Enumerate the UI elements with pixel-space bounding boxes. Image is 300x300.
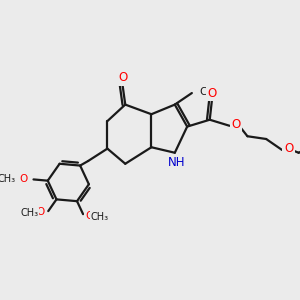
Text: CH₃: CH₃: [0, 174, 16, 184]
Text: O: O: [85, 211, 94, 220]
Text: CH₃: CH₃: [91, 212, 109, 222]
Text: O: O: [284, 142, 293, 155]
Text: O: O: [207, 86, 217, 100]
Text: O: O: [118, 71, 127, 84]
Text: CH₃: CH₃: [20, 208, 38, 218]
Text: CH₃: CH₃: [200, 87, 219, 97]
Text: O: O: [231, 118, 241, 131]
Text: O: O: [37, 207, 45, 218]
Text: NH: NH: [167, 156, 185, 169]
Text: O: O: [19, 174, 28, 184]
